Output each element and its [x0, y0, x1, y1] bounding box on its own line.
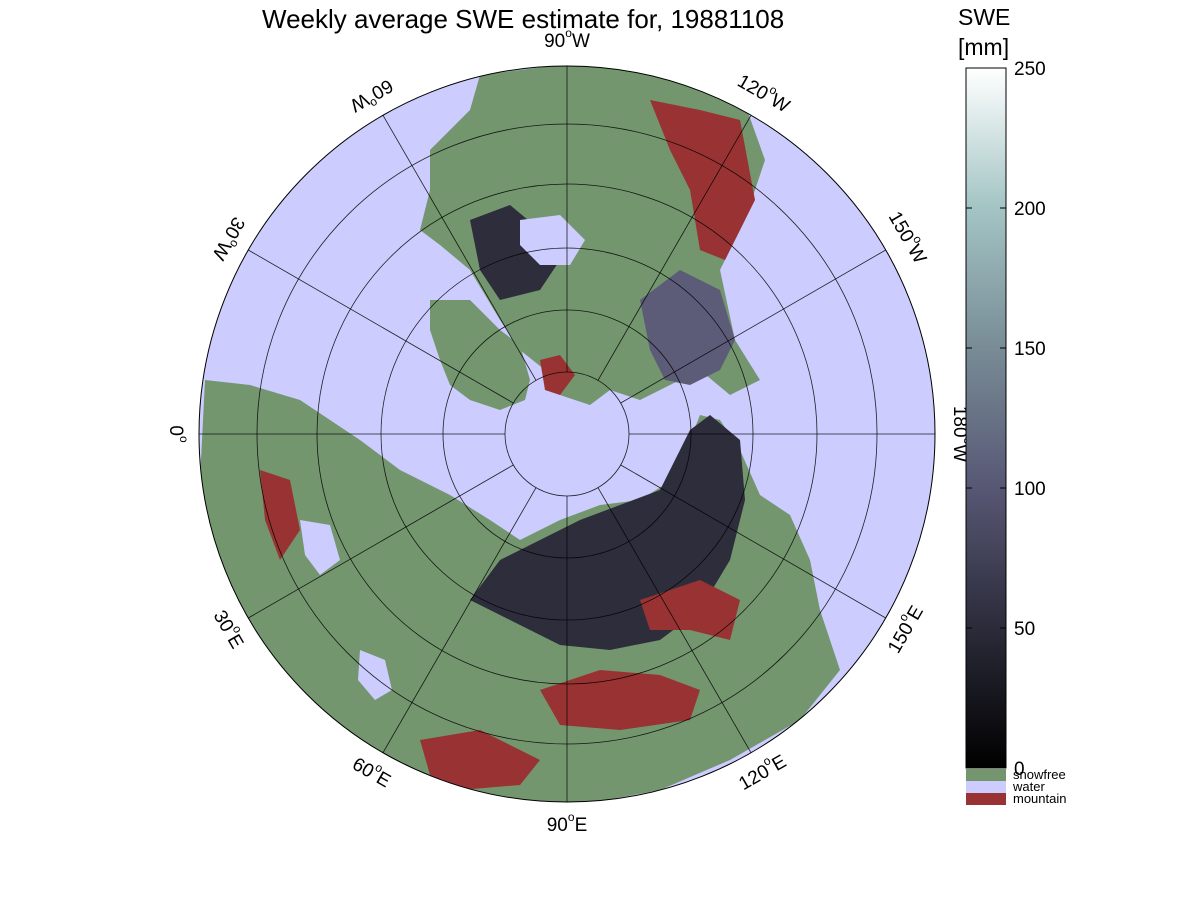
meridian-line	[620, 249, 886, 404]
scandinavian-mountains	[260, 470, 300, 560]
colorbar-tick-label: 200	[1014, 199, 1046, 220]
legend-label-snowfree: snowfree	[1013, 767, 1066, 782]
colorbar-title-line1: SWE	[958, 4, 1011, 30]
colorbar-title: SWE [mm]	[958, 2, 1010, 62]
himalaya-mountains	[420, 730, 540, 790]
central-asia-mountains	[540, 670, 700, 730]
meridian-line	[382, 115, 537, 381]
rocky-mountains	[650, 100, 755, 260]
greenland-mountains	[540, 355, 575, 395]
colorbar-tick-label: 0	[1014, 759, 1025, 780]
colorbar-title-line2: [mm]	[958, 34, 1010, 60]
graticule	[199, 66, 935, 802]
caspian-sea	[358, 650, 392, 700]
meridian-line	[597, 115, 752, 381]
meridian-line	[382, 487, 537, 753]
map-title: Weekly average SWE estimate for, 1988110…	[262, 4, 785, 34]
greenland-landmass	[430, 300, 530, 410]
hudson-bay	[520, 215, 585, 265]
legend-swatch-snowfree	[966, 769, 1006, 781]
map-boundary	[198, 65, 936, 803]
longitude-label: 0o	[165, 425, 191, 443]
legend-label-mountain: mountain	[1013, 791, 1066, 806]
siberian-east-mountains	[640, 580, 740, 640]
colorbar-ticks: 0 50 100 150 200 250	[966, 59, 1046, 780]
meridian-line	[248, 249, 514, 404]
map-disc	[199, 66, 935, 802]
baltic-sea	[300, 520, 340, 575]
meridian-line	[597, 487, 752, 753]
colorbar-tick-label: 250	[1014, 59, 1046, 80]
legend-swatch-mountain	[966, 793, 1006, 805]
colorbar-gradient	[965, 67, 1007, 769]
colorbar-tick-label: 100	[1014, 479, 1046, 500]
longitude-label: 90oW	[544, 26, 590, 52]
colorbar-tick-label: 150	[1014, 339, 1046, 360]
longitude-label: 90oE	[547, 810, 588, 836]
legend-label-water: water	[1012, 779, 1045, 794]
meridian-line	[248, 464, 514, 619]
longitude-label: 150oW	[884, 206, 935, 268]
longitude-label: 120oW	[734, 67, 796, 118]
legend-swatch-water	[966, 781, 1006, 793]
colorbar-tick-label: 50	[1014, 619, 1035, 640]
meridian-line	[620, 464, 886, 619]
